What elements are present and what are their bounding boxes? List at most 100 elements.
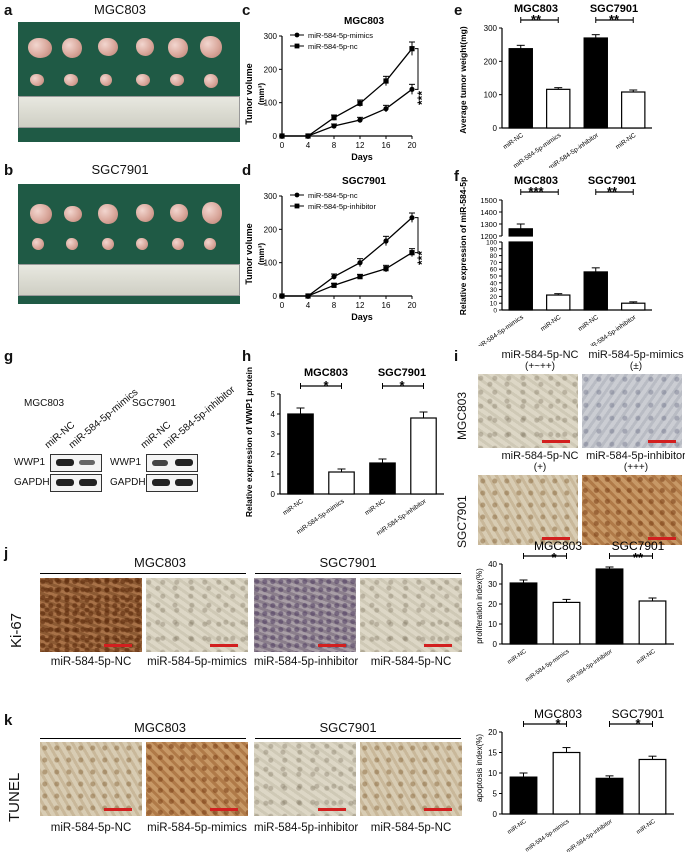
j-caption-3: miR-584-5p-inhibitor <box>254 656 359 668</box>
j-caption-1: miR-584-5p-NC <box>50 656 132 668</box>
e-ytick-label: 0 <box>493 124 498 133</box>
c-point <box>357 117 363 123</box>
chart-h-group1: MGC803 <box>304 367 348 379</box>
d-point <box>383 266 389 272</box>
chart-c-yunit: (mm³) <box>257 83 266 106</box>
f-ytick-label: 30 <box>490 287 498 294</box>
ihc-i-row2-label: SGC7901 <box>455 495 469 548</box>
j-ytick-label: 0 <box>493 640 498 649</box>
c-series-2-line <box>282 48 413 137</box>
k-bar-1 <box>509 776 538 815</box>
chart-c-legend-1: miR-584-5p-mimics <box>308 31 373 40</box>
c-point <box>409 86 415 92</box>
h-ytick-label: 1 <box>271 470 276 479</box>
k-group2-line <box>255 738 461 739</box>
tumor-photo-mgc803 <box>18 22 240 142</box>
j-group1-line <box>40 573 246 574</box>
f-ytick-label: 50 <box>490 274 498 281</box>
e-bar-2 <box>546 88 571 129</box>
chart-j-group2: SGC7901 <box>612 540 665 553</box>
j-caption-4: miR-584-5p-NC <box>370 656 452 668</box>
wb-blot-gapdh-sgc7901 <box>146 474 198 492</box>
c-xtick-label: 8 <box>332 141 337 150</box>
ihc-i-top-left-name: miR-584-5p-NC <box>501 349 579 361</box>
chart-e-group2: SGC7901 <box>590 3 638 15</box>
f-bar-3 <box>583 271 608 311</box>
f-ytick-label: 1300 <box>480 220 497 229</box>
chart-c-title: MGC803 <box>344 16 384 27</box>
wb-cell2: SGC7901 <box>132 398 176 409</box>
chart-d-title: SGC7901 <box>342 176 386 187</box>
chart-e-group1: MGC803 <box>514 3 558 15</box>
ihc-i-bottom-left-name: miR-584-5p-NC <box>501 450 579 462</box>
ihc-k-4 <box>360 742 462 816</box>
k-ytick-label: 15 <box>488 749 497 758</box>
j-group2: SGC7901 <box>319 555 377 570</box>
j-bar-1 <box>509 582 538 645</box>
chart-f-ylabel: Relative expression of miR-584-5p <box>458 177 468 315</box>
chart-j: proliferation index(%) MGC803 SGC7901 * … <box>475 540 674 685</box>
wb-row1-label-2: WWP1 <box>110 457 142 468</box>
wb-blot-gapdh-mgc803 <box>50 474 102 492</box>
panel-label-i: i <box>454 348 459 365</box>
ruler <box>18 96 240 128</box>
wb-lane-4: miR-584-5p-inhibitor <box>160 384 238 451</box>
e-ytick-label: 300 <box>484 24 498 33</box>
ruler <box>18 264 240 296</box>
k-ytick-label: 0 <box>493 810 498 819</box>
c-xtick-label: 16 <box>382 141 391 150</box>
e-ytick-label: 100 <box>484 91 498 100</box>
chart-j-sig1: * <box>551 550 557 565</box>
h-bar-1 <box>287 413 314 495</box>
h-ytick-label: 5 <box>271 390 276 399</box>
ihc-i-bottom-right-name: miR-584-5p-inhibitor <box>586 450 685 462</box>
j-ytick-label: 20 <box>488 600 497 609</box>
ihc-k-3 <box>254 742 356 816</box>
k-category-label: miR-NC <box>507 818 528 836</box>
ihc-i-top-left-score: (+~++) <box>524 361 556 372</box>
panel-b-title: SGC7901 <box>91 162 149 177</box>
c-point <box>409 46 415 52</box>
k-bar-2 <box>552 751 581 815</box>
e-bar-3 <box>583 37 608 129</box>
d-xtick-label: 16 <box>382 301 391 310</box>
c-point <box>383 106 389 112</box>
chart-j-sig2: ** <box>633 550 644 565</box>
chart-f: Relative expression of miR-584-5p MGC803… <box>458 175 652 346</box>
c-point <box>357 100 363 106</box>
ihc-j-1 <box>40 578 142 652</box>
ihc-i-mgc803-nc <box>478 374 578 448</box>
c-xtick-label: 20 <box>408 141 417 150</box>
f-ytick-label: 20 <box>490 294 498 301</box>
j-category-label: miR-NC <box>507 648 528 666</box>
d-legend-marker <box>294 192 300 198</box>
d-xtick-label: 12 <box>356 301 365 310</box>
d-point <box>357 274 363 280</box>
chart-j-group1: MGC803 <box>534 540 582 553</box>
j-ytick-label: 40 <box>488 560 497 569</box>
ihc-k-1 <box>40 742 142 816</box>
d-xtick-label: 20 <box>408 301 417 310</box>
chart-d-xlabel: Days <box>351 312 373 322</box>
k-category-label: miR-NC <box>636 818 657 836</box>
chart-h-group2: SGC7901 <box>378 367 426 379</box>
e-category-label: miR-NC <box>614 132 637 151</box>
h-bar-4 <box>410 417 437 495</box>
chart-d: SGC7901 Tumor volume (mm³) Days miR-584-… <box>244 176 429 322</box>
panel-label-d: d <box>242 162 252 179</box>
d-point <box>409 215 415 221</box>
wb-cell1: MGC803 <box>24 398 65 409</box>
chart-c-legend-2: miR-584-5p-nc <box>308 42 358 51</box>
k-caption-4: miR-584-5p-NC <box>370 822 452 834</box>
d-series-1-line <box>282 217 413 297</box>
panel-label-e: e <box>454 2 463 19</box>
c-ytick-label: 300 <box>264 32 278 41</box>
j-category-label: miR-584-5p-mimics <box>525 649 571 684</box>
panel-label-a: a <box>4 2 13 19</box>
f-ytick-label: 40 <box>490 280 498 287</box>
c-point <box>305 133 311 139</box>
wb-lane-2: miR-584-5p-mimics <box>66 386 141 451</box>
d-point <box>279 293 285 299</box>
chart-k-group2: SGC7901 <box>612 707 665 721</box>
k-ytick-label: 5 <box>493 790 498 799</box>
